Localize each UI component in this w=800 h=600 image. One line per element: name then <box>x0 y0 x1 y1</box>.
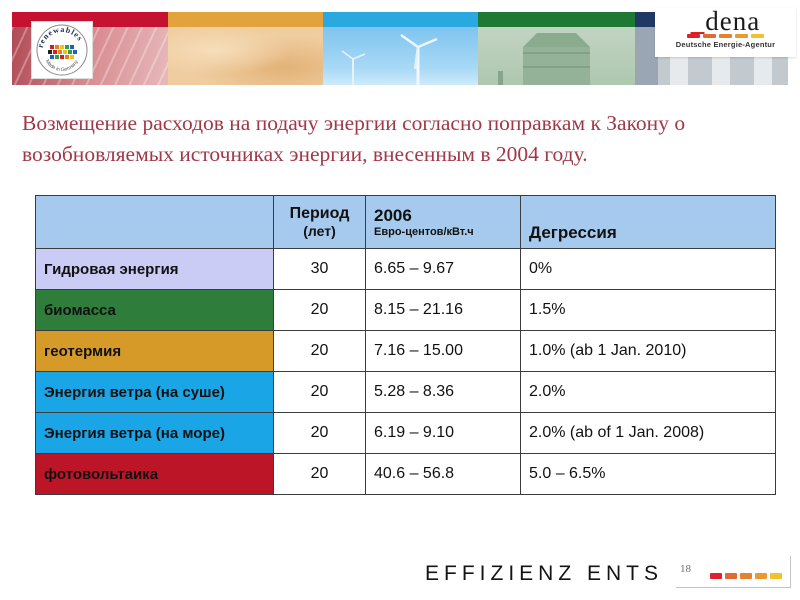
table-body: Период (лет) 2006 Евро-центов/кВт.ч Дегр… <box>35 195 776 495</box>
marble-image <box>168 27 323 85</box>
header-banner: renewables Made in Germany <box>12 12 788 85</box>
footer-claim: EFFIZIENZ ENTS <box>425 562 663 585</box>
header-year-unit: Евро-центов/кВт.ч <box>374 226 474 238</box>
dash-icon <box>755 573 767 579</box>
row-tariff-cell: 6.19 – 9.10 <box>365 412 521 454</box>
row-tariff-cell: 6.65 – 9.67 <box>365 248 521 290</box>
dena-subtitle: Deutsche Energie-Agentur <box>675 40 776 49</box>
table-row: фотовольтаика 20 40.6 – 56.8 5.0 – 6.5% <box>35 453 776 495</box>
orange-stripe <box>168 12 323 27</box>
dena-underscore: _ <box>690 6 706 36</box>
pixel-globe-icon <box>48 45 77 59</box>
dena-name: dena <box>705 6 761 36</box>
biogas-tank-image <box>478 27 635 85</box>
banner-wind-segment <box>323 12 478 85</box>
footer-dashes <box>710 573 782 579</box>
empty-corner-cell <box>35 195 274 249</box>
table-row: геотермия 20 7.16 – 15.00 1.0% (ab 1 Jan… <box>35 330 776 372</box>
row-degression-cell: 2.0% (ab of 1 Jan. 2008) <box>520 412 776 454</box>
row-label-cell: Гидровая энергия <box>35 248 274 290</box>
dena-logo: _dena Deutsche Energie-Agentur <box>655 8 796 57</box>
table-row: биомасса 20 8.15 – 21.16 1.5% <box>35 289 776 331</box>
banner-solar-segment: renewables Made in Germany <box>12 12 168 85</box>
header-year: 2006 Евро-центов/кВт.ч <box>365 195 521 249</box>
header-period: Период (лет) <box>273 195 366 249</box>
dena-dashes <box>655 34 796 38</box>
banner-biogas-segment <box>478 12 635 85</box>
row-degression-cell: 5.0 – 6.5% <box>520 453 776 495</box>
dash-icon <box>740 573 752 579</box>
header-period-sub: (лет) <box>303 223 336 239</box>
row-period-cell: 20 <box>273 453 366 495</box>
table-row: Энергия ветра (на море) 20 6.19 – 9.10 2… <box>35 412 776 454</box>
row-degression-cell: 1.5% <box>520 289 776 331</box>
page-footer-box: 18 <box>676 556 791 588</box>
wind-turbine-image <box>323 27 478 85</box>
header-year-value: 2006 <box>374 206 412 225</box>
slide-title: Возмещение расходов на подачу энергии со… <box>22 111 686 166</box>
row-tariff-cell: 7.16 – 15.00 <box>365 330 521 372</box>
green-stripe <box>478 12 635 27</box>
row-period-cell: 20 <box>273 330 366 372</box>
wind-turbine-icon <box>341 33 438 85</box>
banner-navy-segment <box>635 12 658 85</box>
navy-image <box>635 27 658 85</box>
row-degression-cell: 0% <box>520 248 776 290</box>
row-label-cell: Энергия ветра (на море) <box>35 412 274 454</box>
row-tariff-cell: 40.6 – 56.8 <box>365 453 521 495</box>
dash-icon <box>710 573 722 579</box>
row-period-cell: 20 <box>273 412 366 454</box>
dash-icon <box>719 34 732 38</box>
table-row: Гидровая энергия 30 6.65 – 9.67 0% <box>35 248 776 290</box>
dash-icon <box>751 34 764 38</box>
row-label-cell: биомасса <box>35 289 274 331</box>
row-tariff-cell: 8.15 – 21.16 <box>365 289 521 331</box>
table-header-row: Период (лет) 2006 Евро-центов/кВт.ч Дегр… <box>35 195 776 249</box>
row-degression-cell: 1.0% (ab 1 Jan. 2010) <box>520 330 776 372</box>
dash-icon <box>703 34 716 38</box>
renewables-globe-icon: renewables Made in Germany <box>36 24 88 76</box>
renewables-logo: renewables Made in Germany <box>32 22 92 78</box>
row-label-cell: геотермия <box>35 330 274 372</box>
row-tariff-cell: 5.28 – 8.36 <box>365 371 521 413</box>
row-period-cell: 20 <box>273 371 366 413</box>
row-label-cell: фотовольтаика <box>35 453 274 495</box>
dash-icon <box>687 34 700 38</box>
page-number: 18 <box>680 563 691 575</box>
header-period-title: Период <box>289 205 350 222</box>
row-degression-cell: 2.0% <box>520 371 776 413</box>
dash-icon <box>725 573 737 579</box>
row-label-cell: Энергия ветра (на суше) <box>35 371 274 413</box>
row-period-cell: 20 <box>273 289 366 331</box>
header-degression: Дегрессия <box>520 195 776 249</box>
blue-stripe <box>323 12 478 27</box>
biogas-tank-icon <box>498 33 590 85</box>
dena-wordmark: _dena <box>655 6 796 36</box>
table-row: Энергия ветра (на суше) 20 5.28 – 8.36 2… <box>35 371 776 413</box>
tariff-table: Период (лет) 2006 Евро-центов/кВт.ч Дегр… <box>35 195 776 495</box>
row-period-cell: 30 <box>273 248 366 290</box>
banner-marble-segment <box>168 12 323 85</box>
navy-stripe <box>635 12 658 27</box>
dash-icon <box>735 34 748 38</box>
dash-icon <box>770 573 782 579</box>
